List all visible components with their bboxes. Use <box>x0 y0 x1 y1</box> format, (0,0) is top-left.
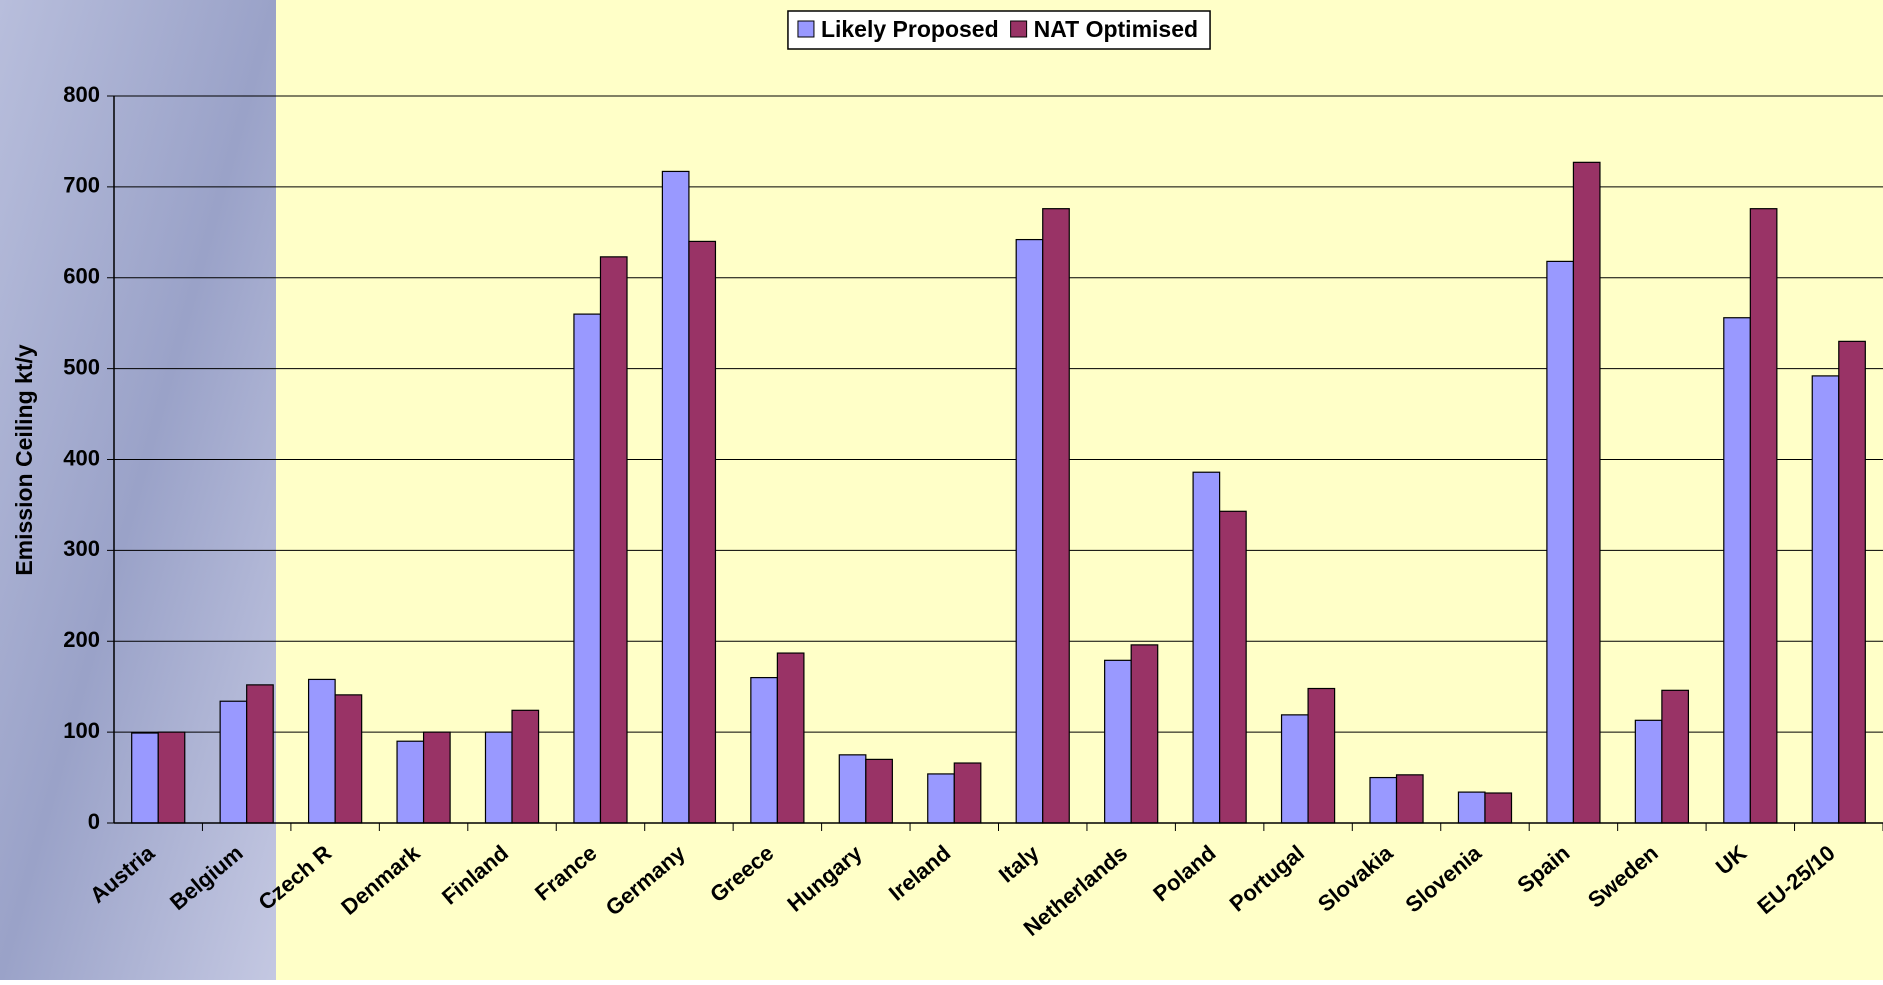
bar <box>1042 208 1070 824</box>
bar <box>334 694 363 824</box>
bar <box>1572 161 1601 824</box>
y-tick-label: 300 <box>63 536 100 561</box>
bar <box>307 678 336 824</box>
bar <box>838 754 867 824</box>
bar <box>157 731 186 824</box>
bar <box>422 731 451 824</box>
bar <box>1395 774 1424 824</box>
y-tick-label: 0 <box>88 809 100 834</box>
bar <box>1280 714 1309 824</box>
bar <box>750 676 778 824</box>
legend-label: Likely Proposed <box>821 16 999 42</box>
bar <box>1723 317 1751 824</box>
bar <box>1104 659 1132 824</box>
bar <box>1749 208 1778 824</box>
bar <box>511 709 540 824</box>
legend-swatch <box>1010 20 1028 38</box>
legend-swatch <box>797 20 815 38</box>
y-tick-label: 400 <box>63 445 100 470</box>
y-axis-label: Emission Ceiling kt/y <box>11 344 37 576</box>
bar <box>599 256 628 824</box>
bar <box>1192 471 1221 824</box>
side-panel <box>0 0 276 980</box>
bar <box>1369 776 1398 824</box>
bar <box>1661 689 1690 824</box>
y-tick-label: 800 <box>63 82 100 107</box>
legend-label: NAT Optimised <box>1034 16 1198 42</box>
bar <box>573 313 602 824</box>
y-tick-label: 500 <box>63 354 100 379</box>
bar <box>1811 375 1840 824</box>
bar <box>927 773 955 824</box>
bar <box>688 240 717 824</box>
bar <box>953 762 982 824</box>
bar <box>1634 719 1663 824</box>
bar <box>1838 340 1866 824</box>
y-tick-label: 600 <box>63 264 100 289</box>
y-tick-label: 100 <box>63 718 100 743</box>
bar <box>246 684 274 824</box>
bar <box>1484 792 1513 824</box>
bar <box>131 732 159 824</box>
bar <box>661 170 690 824</box>
bar <box>396 740 425 824</box>
bar <box>219 700 248 824</box>
y-tick-label: 200 <box>63 627 100 652</box>
bar <box>1130 644 1159 824</box>
bar <box>865 758 893 824</box>
bar <box>484 731 513 824</box>
bar <box>1546 260 1575 824</box>
bar <box>1457 791 1486 824</box>
legend-box <box>787 10 1211 50</box>
bar <box>1015 238 1044 824</box>
bar <box>1307 687 1336 824</box>
bar <box>776 652 805 824</box>
bar <box>1219 510 1247 824</box>
y-tick-label: 700 <box>63 173 100 198</box>
